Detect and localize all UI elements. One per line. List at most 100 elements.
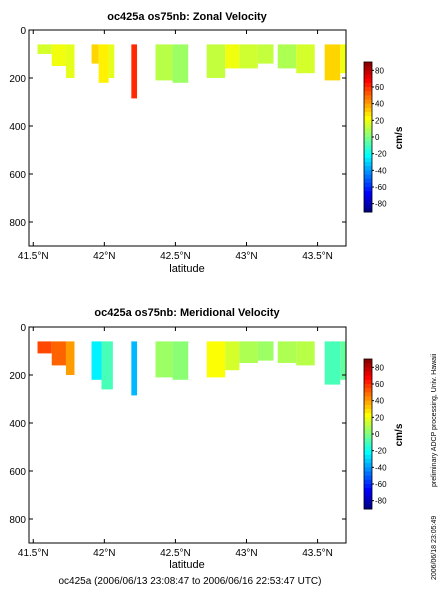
colorbar-swatch (364, 112, 372, 117)
colorbar-swatch (364, 484, 372, 489)
zonal-velocity-panel: oc425a os75nb: Zonal Velocity latitude 8… (9, 11, 405, 275)
colorbar-swatch (364, 178, 372, 184)
colorbar-swatch (364, 421, 372, 427)
colorbar-swatch (364, 91, 372, 96)
y-tick-label: 800 (9, 218, 26, 229)
zonal-plot-area (37, 44, 346, 99)
velocity-segment (91, 341, 102, 380)
colorbar-swatch (364, 87, 372, 92)
colorbar-tick-label: 40 (375, 397, 384, 406)
velocity-segment (51, 44, 66, 66)
y-tick-label: 200 (9, 371, 26, 382)
velocity-segment (131, 44, 138, 99)
velocity-segment (206, 44, 226, 78)
colorbar-swatch (364, 479, 372, 485)
velocity-segment (225, 341, 240, 371)
colorbar-swatch (364, 124, 372, 130)
x-tick-label: 42°N (93, 251, 115, 262)
velocity-segment (65, 44, 75, 78)
y-tick-label: 600 (9, 467, 26, 478)
velocity-segment (101, 341, 113, 390)
meridional-x-axis-label: latitude (169, 559, 204, 571)
velocity-segment (257, 341, 274, 361)
colorbar-swatch (364, 425, 372, 431)
colorbar-tick-label: 0 (375, 133, 380, 142)
colorbar-tick-label: 80 (375, 66, 384, 75)
zonal-colorbar: 80 60 40 20 0 -20 -40 -60 -80 (363, 61, 387, 213)
colorbar-swatch (364, 199, 372, 205)
colorbar-swatch (364, 488, 372, 493)
velocity-segment (324, 44, 341, 81)
velocity-segment (155, 44, 173, 81)
colorbar-tick-label: -20 (375, 150, 387, 159)
y-tick-label: 0 (20, 26, 26, 37)
velocity-segment (206, 341, 226, 378)
velocity-segment (98, 44, 109, 83)
colorbar-swatch (364, 141, 372, 146)
colorbar-swatch (364, 187, 372, 192)
velocity-segment (172, 341, 189, 380)
colorbar-swatch (364, 404, 372, 410)
colorbar-tick-label: -60 (375, 480, 387, 489)
velocity-segment (91, 44, 99, 64)
colorbar-tick-label: -40 (375, 463, 387, 472)
colorbar-swatch (364, 153, 372, 159)
colorbar-swatch (364, 363, 372, 368)
velocity-segment (172, 44, 189, 83)
zonal-colorbar-unit: cm/s (394, 126, 405, 149)
colorbar-tick-label: 60 (375, 380, 384, 389)
velocity-segment (340, 44, 346, 74)
colorbar-swatch (364, 174, 372, 180)
velocity-segment (277, 341, 297, 363)
colorbar-tick-label: 20 (375, 413, 384, 422)
velocity-segment (108, 44, 115, 78)
meridional-colorbar: 80 60 40 20 0 -20 -40 -60 -80 (363, 358, 387, 510)
velocity-segment (155, 341, 173, 378)
colorbar-tick-label: 40 (375, 100, 384, 109)
velocity-segment (340, 341, 346, 380)
x-tick-label: 42°N (93, 548, 115, 559)
velocity-segment (51, 341, 66, 366)
velocity-segment (239, 44, 258, 69)
colorbar-swatch (364, 467, 372, 472)
colorbar-swatch (364, 379, 372, 385)
meridional-velocity-panel: oc425a os75nb: Meridional Velocity latit… (9, 307, 405, 571)
processing-credit-text: preliminary ADCP processing, Univ. Hawai… (431, 353, 438, 487)
colorbar-swatch (364, 454, 372, 460)
velocity-segment (239, 341, 258, 363)
x-tick-label: 41.5°N (18, 548, 49, 559)
x-tick-label: 43.5°N (302, 548, 333, 559)
velocity-segment (296, 341, 315, 366)
colorbar-swatch (364, 137, 372, 142)
y-tick-label: 200 (9, 74, 26, 85)
velocity-segment (131, 341, 138, 396)
colorbar-swatch (364, 128, 372, 134)
colorbar-tick-label: 80 (375, 363, 384, 372)
colorbar-swatch (364, 359, 372, 364)
colorbar-swatch (364, 157, 372, 163)
colorbar-swatch (364, 203, 372, 209)
render-timestamp-text: 2006/06/18 23:05:49 (431, 516, 438, 580)
colorbar-swatch (364, 149, 372, 155)
colorbar-tick-label: -80 (375, 497, 387, 506)
colorbar-swatch (364, 367, 372, 372)
colorbar-tick-label: 20 (375, 116, 384, 125)
colorbar-swatch (364, 496, 372, 502)
colorbar-tick-label: 0 (375, 430, 380, 439)
y-tick-label: 400 (9, 419, 26, 430)
colorbar-swatch (364, 66, 372, 71)
velocity-segment (37, 341, 52, 354)
colorbar-swatch (364, 446, 372, 452)
colorbar-swatch (364, 162, 372, 167)
meridional-plot-area (37, 341, 346, 396)
zonal-axes-frame (28, 29, 347, 247)
colorbar-swatch (364, 413, 372, 418)
colorbar-swatch (364, 475, 372, 481)
colorbar-swatch (364, 384, 372, 389)
x-tick-label: 41.5°N (18, 251, 49, 262)
colorbar-tick-label: -40 (375, 166, 387, 175)
y-tick-label: 400 (9, 122, 26, 133)
colorbar-swatch (364, 388, 372, 393)
colorbar-swatch (364, 132, 372, 138)
colorbar-swatch (364, 103, 372, 109)
